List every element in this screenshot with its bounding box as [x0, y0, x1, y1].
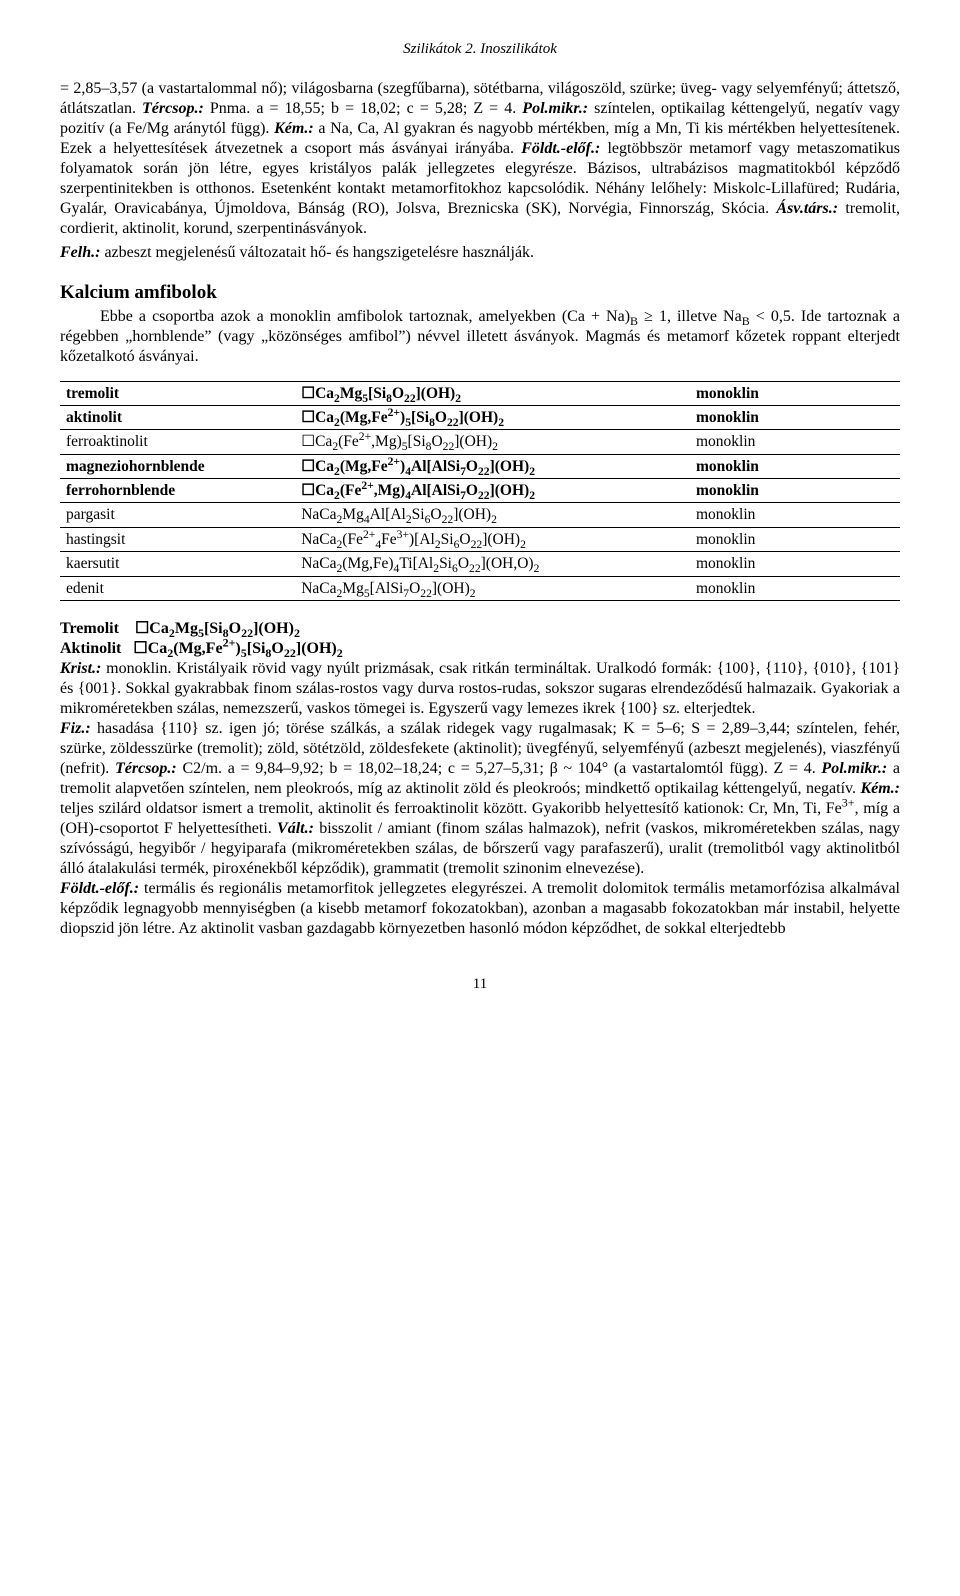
- table-row: tremolit☐Ca2Mg5[Si8O22](OH)2monoklin: [60, 381, 900, 405]
- mineral-system: monoklin: [690, 479, 900, 503]
- mineral-system: monoklin: [690, 381, 900, 405]
- paragraph-2: Krist.: monoklin. Kristályaik rövid vagy…: [60, 659, 900, 719]
- tremolit-heading: Tremolit ☐Ca2Mg5[Si8O22](OH)2: [60, 619, 900, 639]
- p1-kem-label: Kém.:: [274, 120, 314, 137]
- mineral-formula: ☐Ca2(Mg,Fe2+)4Al[AlSi7O22](OH)2: [295, 454, 690, 478]
- foldt2-val: termális és regionális metamorfitok jell…: [60, 880, 900, 937]
- mineral-system: monoklin: [690, 552, 900, 576]
- paragraph-1b: Felh.: azbeszt megjelenésű változatait h…: [60, 243, 900, 263]
- mineral-table: tremolit☐Ca2Mg5[Si8O22](OH)2monoklinakti…: [60, 381, 900, 601]
- sec-sub-b2: B: [742, 314, 750, 328]
- p1-tercsop-label: Tércsop.:: [142, 100, 204, 117]
- mineral-name: aktinolit: [60, 405, 295, 429]
- mineral-name: hastingsit: [60, 527, 295, 551]
- table-row: pargasitNaCa2Mg4Al[Al2Si6O22](OH)2monokl…: [60, 503, 900, 527]
- mineral-name: ferroaktinolit: [60, 430, 295, 454]
- table-row: aktinolit☐Ca2(Mg,Fe2+)5[Si8O22](OH)2mono…: [60, 405, 900, 429]
- table-row: ferroaktinolit☐Ca2(Fe2+,Mg)5[Si8O22](OH)…: [60, 430, 900, 454]
- p1-felh-label: Felh.:: [60, 244, 100, 261]
- mineral-system: monoklin: [690, 576, 900, 600]
- mineral-formula: ☐Ca2Mg5[Si8O22](OH)2: [295, 381, 690, 405]
- mineral-formula: NaCa2(Mg,Fe)4Ti[Al2Si6O22](OH,O)2: [295, 552, 690, 576]
- mineral-system: monoklin: [690, 405, 900, 429]
- mineral-system: monoklin: [690, 527, 900, 551]
- page-number: 11: [60, 975, 900, 994]
- section-body: Ebbe a csoportba azok a monoklin amfibol…: [60, 307, 900, 367]
- mineral-system: monoklin: [690, 454, 900, 478]
- krist-label: Krist.:: [60, 660, 101, 677]
- table-row: edenitNaCa2Mg5[AlSi7O22](OH)2monoklin: [60, 576, 900, 600]
- kem2-label: Kém.:: [860, 780, 900, 797]
- foldt2-label: Földt.-előf.:: [60, 880, 139, 897]
- tercsop2-label: Tércsop.:: [115, 760, 177, 777]
- mineral-name: ferrohornblende: [60, 479, 295, 503]
- aktinolit-heading: Aktinolit ☐Ca2(Mg,Fe2+)5[Si8O22](OH)2: [60, 639, 900, 659]
- p1-polmikr-label: Pol.mikr.:: [522, 100, 588, 117]
- p1-tercsop-val: Pnma. a = 18,55; b = 18,02; c = 5,28; Z …: [210, 100, 522, 117]
- polmikr2-label: Pol.mikr.:: [821, 760, 887, 777]
- mineral-formula: ☐Ca2(Fe2+,Mg)5[Si8O22](OH)2: [295, 430, 690, 454]
- mineral-formula: NaCa2Mg5[AlSi7O22](OH)2: [295, 576, 690, 600]
- kem2-sup: 3+: [842, 796, 855, 810]
- sec-sub-b: B: [630, 314, 638, 328]
- mineral-name: pargasit: [60, 503, 295, 527]
- p1-foldt-label: Földt.-előf.:: [521, 140, 600, 157]
- mineral-formula: NaCa2Mg4Al[Al2Si6O22](OH)2: [295, 503, 690, 527]
- paragraph-1: = 2,85–3,57 (a vastartalommal nő); világ…: [60, 79, 900, 239]
- page-header: Szilikátok 2. Inoszilikátok: [60, 40, 900, 59]
- krist-val: monoklin. Kristályaik rövid vagy nyúlt p…: [60, 660, 900, 717]
- table-row: kaersutitNaCa2(Mg,Fe)4Ti[Al2Si6O22](OH,O…: [60, 552, 900, 576]
- mineral-formula: ☐Ca2(Mg,Fe2+)5[Si8O22](OH)2: [295, 405, 690, 429]
- mineral-name: kaersutit: [60, 552, 295, 576]
- sec-a: Ebbe a csoportba azok a monoklin amfibol…: [100, 308, 630, 325]
- mineral-system: monoklin: [690, 503, 900, 527]
- table-row: hastingsitNaCa2(Fe2+4Fe3+)[Al2Si6O22](OH…: [60, 527, 900, 551]
- mineral-name: edenit: [60, 576, 295, 600]
- p1-asvtars-label: Ásv.társ.:: [776, 200, 838, 217]
- kem2-val: teljes szilárd oldatsor ismert a tremoli…: [60, 800, 842, 817]
- mineral-formula: NaCa2(Fe2+4Fe3+)[Al2Si6O22](OH)2: [295, 527, 690, 551]
- tremolit-name: Tremolit ☐Ca2Mg5[Si8O22](OH)2: [60, 620, 300, 637]
- tercsop2-val: C2/m. a = 9,84–9,92; b = 18,02–18,24; c …: [182, 760, 821, 777]
- mineral-name: magneziohornblende: [60, 454, 295, 478]
- section-title-kalcium: Kalcium amfibolok: [60, 281, 900, 305]
- fiz-label: Fiz.:: [60, 720, 91, 737]
- aktinolit-name: Aktinolit ☐Ca2(Mg,Fe2+)5[Si8O22](OH)2: [60, 640, 343, 657]
- p1-felh-val: azbeszt megjelenésű változatait hő- és h…: [104, 244, 534, 261]
- paragraph-3: Fiz.: hasadása {110} sz. igen jó; törése…: [60, 719, 900, 879]
- sec-b: ≥ 1, illetve Na: [638, 308, 742, 325]
- mineral-name: tremolit: [60, 381, 295, 405]
- table-row: magneziohornblende☐Ca2(Mg,Fe2+)4Al[AlSi7…: [60, 454, 900, 478]
- table-row: ferrohornblende☐Ca2(Fe2+,Mg)4Al[AlSi7O22…: [60, 479, 900, 503]
- mineral-formula: ☐Ca2(Fe2+,Mg)4Al[AlSi7O22](OH)2: [295, 479, 690, 503]
- paragraph-4: Földt.-előf.: termális és regionális met…: [60, 879, 900, 939]
- valt-label: Vált.:: [277, 820, 314, 837]
- mineral-system: monoklin: [690, 430, 900, 454]
